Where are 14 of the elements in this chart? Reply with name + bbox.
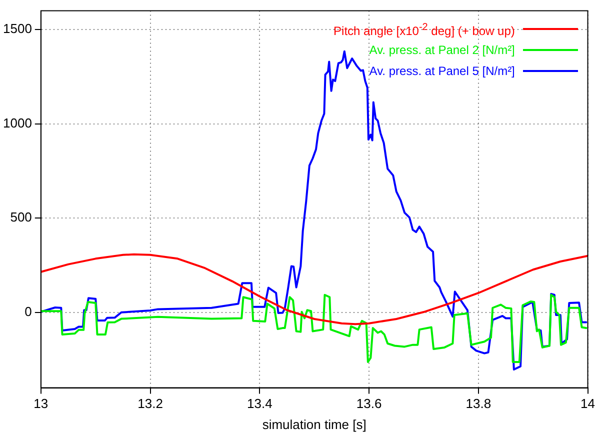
x-axis-title: simulation time [s] [262,416,366,432]
x-tick-label: 13.2 [138,396,163,412]
y-tick-label: 500 [10,210,32,225]
y-tick-label: 0 [24,304,32,319]
x-tick-label: 13 [34,396,48,412]
legend-label: Av. press. at Panel 5 [N/m²] [368,64,515,79]
x-tick-label: 13.8 [466,396,492,412]
y-tick-label: 1000 [3,115,32,130]
legend-label: Pitch angle [x10$^{-2}$ deg] (+ bow up) [332,20,515,39]
legend-label: Av. press. at Panel 2 [N/m²] [368,42,515,58]
x-tick-label: 14 [580,396,596,412]
x-tick-label: 13.6 [356,396,382,412]
y-tick-label: 1500 [3,21,32,36]
x-tick-label: 13.4 [247,396,272,412]
